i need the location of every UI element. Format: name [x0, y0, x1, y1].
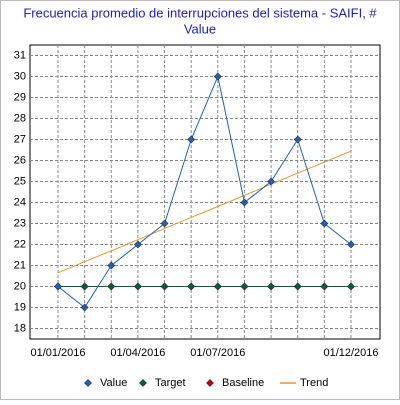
marker	[187, 282, 196, 291]
y-tick-label: 18	[14, 322, 26, 334]
y-tick-label: 24	[14, 196, 26, 208]
marker	[80, 303, 89, 312]
marker	[107, 261, 116, 270]
marker	[213, 72, 222, 81]
x-tick-label: 01/04/2016	[110, 347, 165, 359]
marker	[320, 219, 329, 228]
y-tick-label: 25	[14, 175, 26, 187]
legend-label: Target	[155, 377, 186, 389]
marker	[347, 240, 355, 249]
marker	[240, 282, 249, 291]
marker	[267, 282, 276, 291]
y-tick-label: 22	[14, 238, 26, 250]
y-tick-label: 23	[14, 217, 26, 229]
y-tick-label: 28	[14, 112, 26, 124]
legend-marker	[206, 379, 214, 387]
y-tick-label: 27	[14, 133, 26, 145]
legend-label: Value	[100, 377, 127, 389]
marker	[240, 198, 249, 207]
series-line	[57, 150, 352, 274]
x-tick-label: 01/07/2016	[190, 347, 245, 359]
x-tick-label: 01/12/2016	[323, 347, 378, 359]
marker	[267, 177, 276, 186]
marker	[160, 219, 169, 228]
plot-area	[29, 44, 381, 340]
marker	[213, 282, 222, 291]
marker	[293, 135, 302, 144]
y-tick-label: 21	[14, 259, 26, 271]
y-tick-label: 19	[14, 301, 26, 313]
chart-subtitle: Value	[184, 21, 216, 36]
series-line	[57, 74, 352, 309]
y-tick-label: 26	[14, 154, 26, 166]
legend-label: Trend	[300, 377, 328, 389]
x-tick-label: 01/01/2016	[30, 347, 85, 359]
marker	[293, 282, 302, 291]
y-tick-label: 29	[14, 91, 26, 103]
marker	[80, 282, 89, 291]
marker	[133, 282, 142, 291]
marker	[347, 282, 355, 291]
y-tick-label: 31	[14, 49, 26, 61]
marker	[320, 282, 329, 291]
marker	[133, 240, 142, 249]
legend-marker	[139, 379, 147, 387]
chart-title: Frecuencia promedio de interrupciones de…	[23, 5, 377, 20]
marker	[187, 135, 196, 144]
marker	[54, 282, 62, 291]
y-tick-label: 30	[14, 70, 26, 82]
marker	[160, 282, 169, 291]
y-tick-label: 20	[14, 280, 26, 292]
legend-marker	[84, 379, 92, 387]
marker	[107, 282, 116, 291]
legend-label: Baseline	[222, 377, 264, 389]
